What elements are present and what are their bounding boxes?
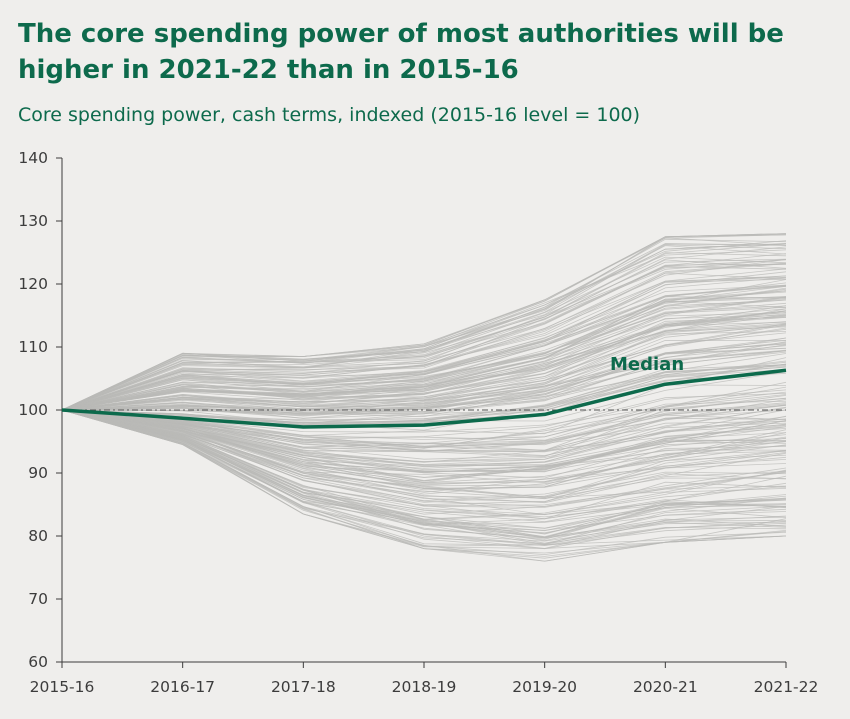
- authority-line: [61, 409, 787, 506]
- authority-line: [61, 409, 787, 484]
- authority-line: [61, 409, 787, 542]
- authority-line: [61, 393, 787, 440]
- authority-line: [61, 409, 787, 523]
- chart-subtitle: Core spending power, cash terms, indexed…: [18, 104, 641, 126]
- authority-line: [61, 409, 787, 473]
- authority-line: [61, 409, 787, 538]
- authority-line: [61, 313, 787, 411]
- authority-line: [61, 249, 787, 411]
- authority-line: [61, 345, 787, 419]
- y-tick-label: 80: [28, 527, 48, 545]
- x-tick-label: 2019-20: [512, 678, 577, 696]
- authority-line: [61, 341, 787, 413]
- chart-title: The core spending power of most authorit…: [18, 19, 784, 85]
- authority-line: [61, 262, 787, 411]
- authority-line: [61, 275, 787, 411]
- authority-line: [61, 409, 787, 531]
- median-line: [61, 368, 787, 429]
- authority-line: [61, 296, 787, 411]
- authority-line: [61, 279, 787, 411]
- authority-line: [61, 366, 787, 423]
- authority-line: [61, 305, 787, 411]
- y-tick-label: 140: [18, 149, 48, 167]
- authority-line: [61, 349, 787, 416]
- authority-line: [61, 263, 787, 411]
- x-tick-label: 2017-18: [271, 678, 336, 696]
- authority-line: [61, 409, 787, 549]
- authority-line: [61, 409, 787, 448]
- authority-line: [61, 259, 787, 411]
- authority-line: [61, 310, 787, 411]
- x-tick-label: 2020-21: [633, 678, 698, 696]
- authority-line: [61, 409, 787, 562]
- authority-line: [61, 234, 787, 411]
- x-tick-label: 2016-17: [150, 678, 215, 696]
- authority-line: [61, 409, 787, 498]
- authority-line: [61, 259, 787, 411]
- authority-line: [61, 339, 787, 411]
- authority-line: [61, 256, 787, 411]
- authority-line: [61, 290, 787, 411]
- y-tick-label: 120: [18, 275, 48, 293]
- authority-line: [61, 409, 787, 538]
- authority-line: [61, 246, 787, 411]
- authority-line: [61, 243, 787, 411]
- authority-line: [61, 402, 787, 448]
- authority-line: [61, 364, 787, 426]
- authority-line: [61, 324, 787, 411]
- authority-line: [61, 409, 787, 482]
- authority-line: [61, 409, 787, 463]
- authority-line: [61, 407, 787, 460]
- y-tick-label: 90: [28, 464, 48, 482]
- x-tick-label: 2018-19: [392, 678, 457, 696]
- authority-line: [61, 409, 787, 471]
- y-tick-label: 70: [28, 590, 48, 608]
- authority-line: [61, 409, 787, 520]
- authority-line: [61, 276, 787, 411]
- authority-line: [61, 306, 787, 411]
- authority-line: [61, 409, 787, 487]
- authority-line: [61, 296, 787, 411]
- authority-line: [61, 291, 787, 411]
- y-tick-label: 60: [28, 653, 48, 671]
- authority-line: [61, 395, 787, 446]
- authority-line: [61, 409, 787, 515]
- authority-line: [61, 409, 787, 499]
- authority-line: [61, 404, 787, 453]
- median-label: Median: [610, 354, 684, 375]
- authority-line: [61, 409, 787, 473]
- authority-line: [61, 409, 787, 550]
- y-tick-label: 110: [18, 338, 48, 356]
- x-tick-label: 2015-16: [30, 678, 95, 696]
- y-tick-label: 100: [18, 401, 48, 419]
- y-tick-label: 130: [18, 212, 48, 230]
- authority-line: [61, 252, 787, 411]
- x-tick-label: 2021-22: [754, 678, 819, 696]
- authority-line: [61, 263, 787, 411]
